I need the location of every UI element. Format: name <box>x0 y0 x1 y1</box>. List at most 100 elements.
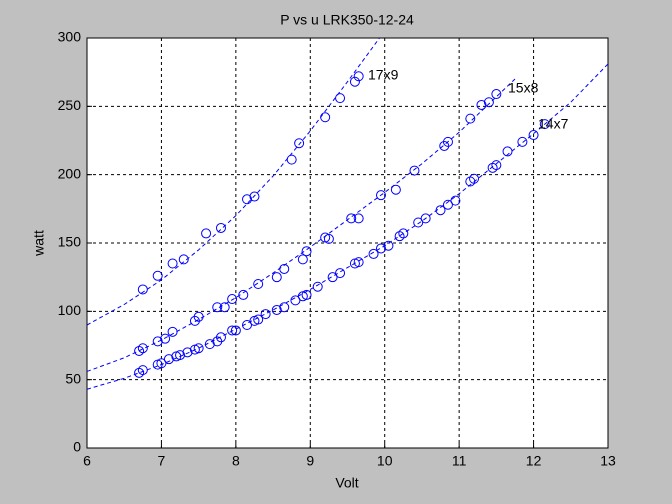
data-point <box>327 272 338 283</box>
data-point <box>442 136 453 147</box>
x-tick-label: 7 <box>158 453 166 469</box>
data-point <box>204 339 215 350</box>
data-point <box>323 233 334 244</box>
data-point <box>260 309 271 320</box>
data-point <box>394 231 405 242</box>
data-point <box>469 173 480 184</box>
y-tick-label: 250 <box>58 97 82 113</box>
data-point <box>413 217 424 228</box>
x-tick-label: 9 <box>306 453 314 469</box>
data-point <box>312 281 323 292</box>
data-point <box>134 345 145 356</box>
data-point <box>290 295 301 306</box>
data-point <box>383 240 394 251</box>
data-point <box>215 332 226 343</box>
data-point <box>137 343 148 354</box>
data-point <box>137 365 148 376</box>
data-point <box>375 243 386 254</box>
y-tick-label: 0 <box>73 439 81 455</box>
data-point <box>491 160 502 171</box>
data-point <box>528 130 539 141</box>
series-label: 17x9 <box>368 67 399 83</box>
data-point <box>242 194 253 205</box>
data-point <box>193 311 204 322</box>
data-point <box>465 176 476 187</box>
data-point <box>167 258 178 269</box>
data-point <box>375 190 386 201</box>
chart-title: P vs u LRK350-12-24 <box>280 12 414 28</box>
data-point <box>152 336 163 347</box>
x-tick-label: 10 <box>377 453 393 469</box>
data-point <box>175 350 186 361</box>
data-point <box>353 213 364 224</box>
data-point <box>491 89 502 100</box>
data-point <box>517 136 528 147</box>
data-point <box>487 162 498 173</box>
data-point <box>320 112 331 123</box>
x-tick-label: 8 <box>232 453 240 469</box>
data-point <box>212 302 223 313</box>
data-point <box>279 302 290 313</box>
data-point <box>152 270 163 281</box>
data-point <box>286 154 297 165</box>
y-tick-label: 150 <box>58 234 82 250</box>
data-point <box>249 191 260 202</box>
data-point <box>368 248 379 259</box>
data-point <box>390 184 401 195</box>
data-point <box>335 93 346 104</box>
series-label: 14x7 <box>538 116 569 132</box>
data-point <box>465 113 476 124</box>
fit-line <box>86 78 516 372</box>
data-point <box>167 326 178 337</box>
data-point <box>215 222 226 233</box>
data-point <box>297 254 308 265</box>
data-point <box>346 213 357 224</box>
data-point <box>201 228 212 239</box>
data-point <box>349 76 360 87</box>
y-axis-label: watt <box>31 230 47 257</box>
x-tick-label: 12 <box>526 453 542 469</box>
data-point <box>227 325 238 336</box>
data-point <box>160 333 171 344</box>
data-point <box>238 289 249 300</box>
data-point <box>294 138 305 149</box>
data-point <box>442 199 453 210</box>
data-point <box>134 367 145 378</box>
data-point <box>335 268 346 279</box>
data-point <box>301 289 312 300</box>
data-point <box>420 213 431 224</box>
data-point <box>253 314 264 325</box>
data-point <box>301 246 312 257</box>
data-point <box>193 343 204 354</box>
data-point <box>435 205 446 216</box>
data-point <box>137 284 148 295</box>
y-tick-label: 100 <box>58 302 82 318</box>
data-point <box>182 347 193 358</box>
data-point <box>353 71 364 82</box>
series-label: 15x8 <box>508 80 539 96</box>
data-point <box>178 254 189 265</box>
data-point <box>163 354 174 365</box>
data-point <box>271 272 282 283</box>
data-point <box>227 294 238 305</box>
x-tick-label: 6 <box>83 453 91 469</box>
data-point <box>253 279 264 289</box>
x-tick-label: 13 <box>600 453 616 469</box>
data-point <box>502 146 513 157</box>
data-point <box>353 257 364 268</box>
data-point <box>271 304 282 315</box>
data-point <box>450 195 461 206</box>
data-point <box>219 302 230 313</box>
data-point <box>483 97 494 108</box>
y-tick-label: 200 <box>58 165 82 181</box>
data-point <box>156 358 167 369</box>
data-point <box>398 228 409 239</box>
data-point <box>409 165 420 176</box>
data-point <box>539 119 550 130</box>
y-tick-label: 50 <box>65 370 81 386</box>
data-point <box>242 320 253 330</box>
data-point <box>476 99 487 110</box>
x-tick-label: 11 <box>452 453 467 469</box>
data-point <box>230 325 241 336</box>
